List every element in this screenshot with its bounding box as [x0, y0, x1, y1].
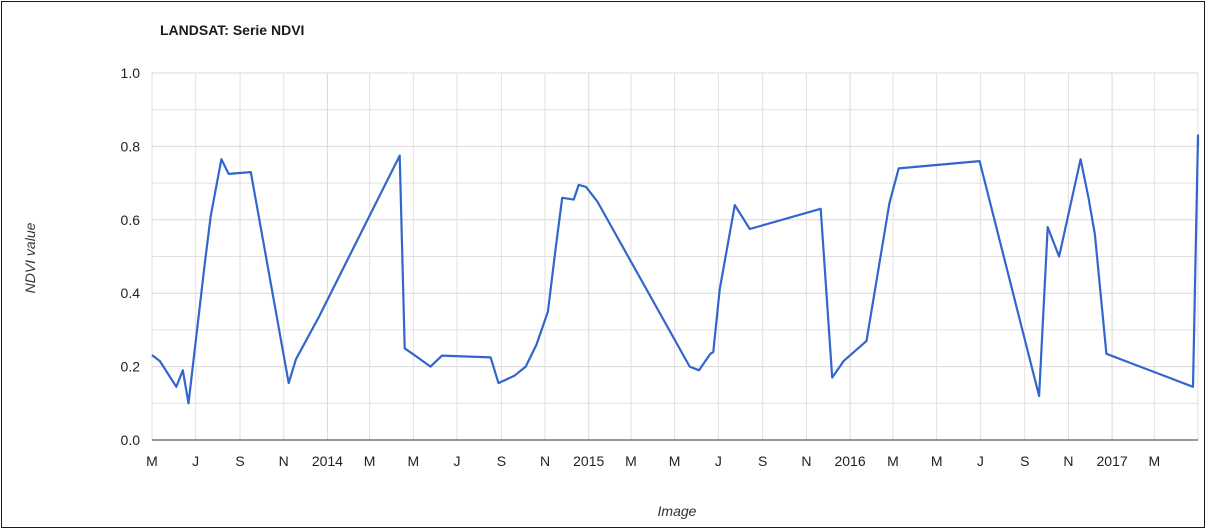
data-point[interactable]: [1196, 144, 1201, 149]
data-point[interactable]: [534, 342, 539, 347]
data-point[interactable]: [1196, 133, 1201, 138]
data-point[interactable]: [415, 355, 420, 360]
data-point[interactable]: [1037, 393, 1042, 398]
data-point[interactable]: [512, 373, 517, 378]
data-point[interactable]: [226, 171, 231, 176]
y-tick-label: 0.6: [121, 212, 141, 228]
x-tick-label: M: [931, 453, 943, 469]
data-point[interactable]: [595, 199, 600, 204]
x-tick-label: M: [625, 453, 637, 469]
y-tick-label: 0.2: [121, 359, 141, 375]
x-tick-label: J: [192, 453, 199, 469]
data-point[interactable]: [864, 338, 869, 343]
data-point[interactable]: [439, 353, 444, 358]
data-point[interactable]: [1078, 157, 1083, 162]
data-point[interactable]: [1086, 195, 1091, 200]
x-tick-label: M: [146, 453, 158, 469]
x-tick-label: M: [364, 453, 376, 469]
data-point[interactable]: [696, 368, 701, 373]
y-tick-label: 1.0: [121, 65, 141, 81]
x-tick-label: N: [1063, 453, 1073, 469]
x-tick-label: M: [887, 453, 899, 469]
data-point[interactable]: [747, 226, 752, 231]
data-point[interactable]: [180, 368, 185, 373]
data-point[interactable]: [576, 182, 581, 187]
data-point[interactable]: [496, 381, 501, 386]
x-tick-label: 2016: [834, 453, 865, 469]
data-point[interactable]: [316, 315, 321, 320]
data-point[interactable]: [830, 375, 835, 380]
data-point[interactable]: [711, 349, 716, 354]
data-point[interactable]: [174, 384, 179, 389]
y-tick-labels: 0.0 0.2 0.4 0.6 0.8 1.0: [121, 65, 141, 448]
y-tick-label: 0.0: [121, 432, 141, 448]
chart-title: LANDSAT: Serie NDVI: [160, 22, 305, 38]
data-point[interactable]: [687, 364, 692, 369]
x-tick-label: M: [669, 453, 681, 469]
x-tick-label: S: [758, 453, 767, 469]
data-point[interactable]: [1057, 254, 1062, 259]
x-gridlines: [151, 73, 1199, 440]
data-point[interactable]: [202, 265, 207, 270]
series-line-ndvi: [151, 134, 1200, 405]
x-tick-label: 2015: [573, 453, 604, 469]
x-tick-label: J: [715, 453, 722, 469]
data-point[interactable]: [1190, 384, 1195, 389]
data-point[interactable]: [157, 359, 162, 364]
series-group: [150, 133, 1201, 406]
data-point[interactable]: [286, 381, 291, 386]
data-point[interactable]: [560, 195, 565, 200]
data-point[interactable]: [887, 201, 892, 206]
data-point[interactable]: [523, 364, 528, 369]
x-tick-label: N: [540, 453, 550, 469]
x-axis-label: Image: [657, 503, 697, 519]
data-point[interactable]: [717, 287, 722, 292]
x-tick-labels: M J S N 2014 M M J S N 2015 M M J S N 2016 M M J S N 2017 M: [146, 453, 1160, 469]
data-point[interactable]: [553, 250, 558, 255]
data-point[interactable]: [583, 184, 588, 189]
data-point[interactable]: [818, 206, 823, 211]
x-tick-label: J: [453, 453, 460, 469]
data-point[interactable]: [1092, 232, 1097, 237]
data-point[interactable]: [545, 309, 550, 314]
data-point[interactable]: [402, 346, 407, 351]
data-point[interactable]: [571, 197, 576, 202]
data-point[interactable]: [293, 357, 298, 362]
y-tick-label: 0.4: [121, 285, 141, 301]
x-tick-label: S: [235, 453, 244, 469]
x-tick-label: M: [407, 453, 419, 469]
data-point[interactable]: [977, 159, 982, 164]
data-point[interactable]: [397, 153, 402, 158]
x-tick-label: 2017: [1097, 453, 1128, 469]
x-tick-label: M: [1148, 453, 1160, 469]
data-point[interactable]: [219, 157, 224, 162]
x-tick-label: J: [977, 453, 984, 469]
data-point[interactable]: [841, 359, 846, 364]
data-point[interactable]: [896, 166, 901, 171]
data-point[interactable]: [428, 364, 433, 369]
data-point[interactable]: [732, 203, 737, 208]
data-point[interactable]: [208, 214, 213, 219]
x-tick-label: N: [801, 453, 811, 469]
data-point[interactable]: [488, 355, 493, 360]
x-tick-label: N: [279, 453, 289, 469]
y-tick-label: 0.8: [121, 138, 141, 154]
data-point[interactable]: [1045, 225, 1050, 230]
data-point[interactable]: [150, 353, 155, 358]
data-point[interactable]: [248, 170, 253, 175]
x-tick-label: 2014: [312, 453, 343, 469]
data-point[interactable]: [1104, 351, 1109, 356]
x-tick-label: S: [1020, 453, 1029, 469]
x-tick-label: S: [497, 453, 506, 469]
data-point[interactable]: [186, 401, 191, 406]
